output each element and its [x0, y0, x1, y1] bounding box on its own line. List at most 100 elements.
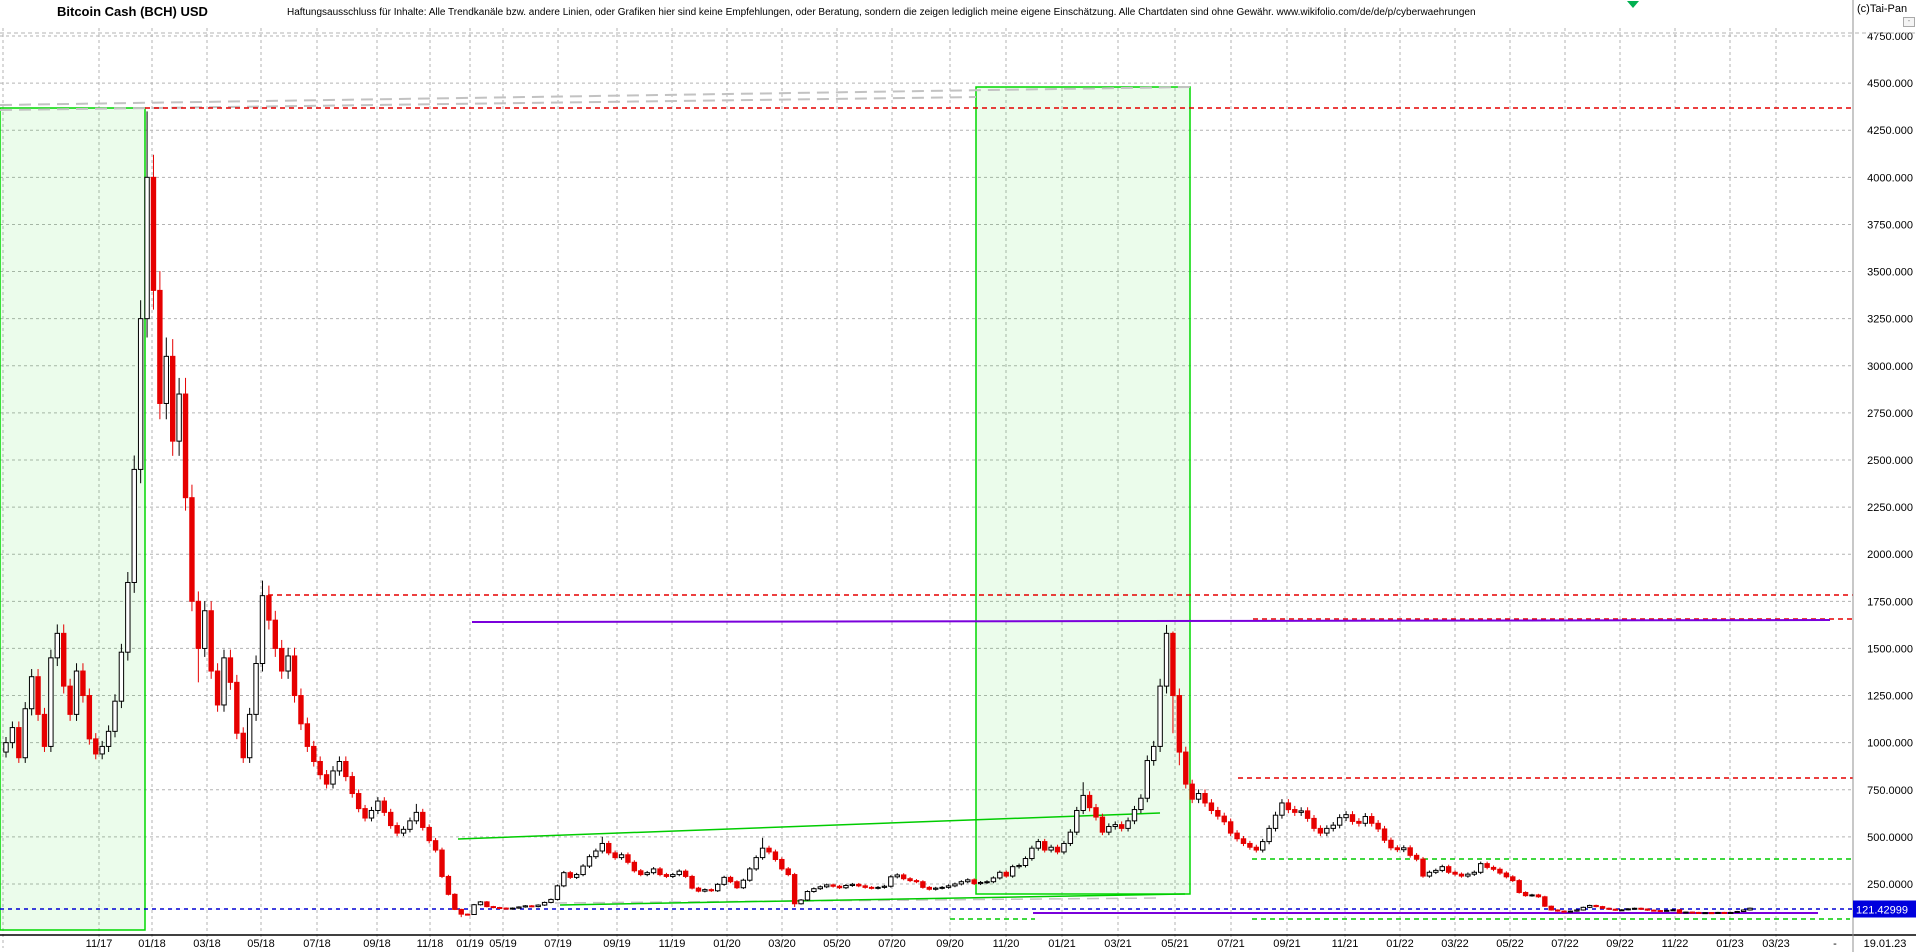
- candle-up: [1362, 816, 1369, 824]
- candle-down: [1503, 872, 1510, 878]
- candle-down: [349, 776, 355, 795]
- candle-up: [1663, 909, 1670, 912]
- candle-down: [182, 393, 189, 499]
- candle-down: [1445, 866, 1452, 873]
- candle-down: [189, 497, 195, 602]
- candle-down: [734, 881, 740, 889]
- price-axis-label: 1250.000: [1867, 691, 1913, 703]
- candle-up: [1426, 871, 1433, 877]
- candle-up: [1061, 842, 1067, 853]
- candle-up: [554, 885, 561, 900]
- candle-down: [1676, 909, 1683, 914]
- candle-down: [1612, 908, 1619, 911]
- candle-up: [958, 881, 965, 885]
- candle-up: [1631, 907, 1638, 910]
- candle-down: [227, 657, 234, 683]
- candle-down: [567, 872, 573, 878]
- candle-up: [965, 879, 971, 883]
- candle-down: [452, 893, 458, 910]
- candle-up: [1009, 866, 1016, 877]
- candle-down: [67, 685, 73, 715]
- purple-level-1645[interactable]: [471, 619, 1831, 623]
- green-trendline-rising-lower[interactable]: [559, 893, 1186, 906]
- candle-down: [394, 825, 400, 834]
- candle-up: [1022, 858, 1029, 867]
- candle-up: [477, 901, 484, 906]
- candle-down: [234, 681, 240, 734]
- candle-up: [400, 828, 407, 834]
- candle-up: [1112, 824, 1118, 828]
- candle-down: [1247, 842, 1253, 848]
- candle-up: [740, 879, 747, 889]
- candle-down: [1240, 838, 1247, 844]
- candle-up: [843, 884, 849, 889]
- candle-down: [1420, 858, 1426, 877]
- candle-down: [856, 883, 862, 887]
- candle-down: [1452, 871, 1458, 875]
- candle-up: [112, 700, 118, 732]
- time-axis-label: 01/21: [1048, 938, 1076, 950]
- candle-up: [1080, 794, 1086, 811]
- candle-up: [952, 883, 958, 887]
- candle-up: [644, 872, 650, 876]
- candle-down: [1708, 912, 1715, 915]
- candle-up: [1343, 814, 1349, 819]
- candle-up: [1740, 909, 1747, 912]
- candle-down: [80, 670, 86, 697]
- candle-up: [407, 820, 413, 830]
- candle-down: [1561, 910, 1567, 913]
- candle-up: [1067, 831, 1074, 844]
- candle-down: [1003, 871, 1009, 877]
- candle-up: [28, 676, 35, 710]
- candle-up: [535, 904, 541, 908]
- candle-down: [1042, 841, 1048, 851]
- candle-down: [1349, 814, 1356, 822]
- candle-down: [1497, 868, 1503, 874]
- candle-up: [1138, 797, 1144, 811]
- current-price-tag: [1853, 900, 1916, 918]
- highlight-zone-2021-rally[interactable]: [975, 86, 1191, 895]
- price-axis-label: 4500.000: [1867, 78, 1913, 90]
- candle-down: [1484, 863, 1490, 868]
- time-axis-label: 09/18: [363, 938, 391, 950]
- candle-down: [631, 861, 638, 872]
- price-axis-label: 1000.000: [1867, 738, 1913, 750]
- time-axis-label: 11/18: [417, 938, 444, 950]
- candle-down: [214, 670, 221, 706]
- candle-down: [1086, 794, 1093, 809]
- candle-down: [1644, 908, 1651, 911]
- candle-up: [933, 887, 939, 890]
- candle-down: [1356, 820, 1362, 824]
- taipan-credit: (c)Tai-Pan: [1857, 3, 1908, 15]
- candle-down: [1176, 695, 1183, 753]
- time-axis-label: 05/21: [1161, 938, 1189, 950]
- candle-up: [573, 874, 580, 878]
- candle-down: [606, 842, 612, 854]
- candle-down: [1606, 907, 1612, 910]
- grey-trendline-lower[interactable]: [0, 96, 977, 111]
- page-title: Bitcoin Cash (BCH) USD: [57, 4, 208, 19]
- candle-up: [804, 891, 811, 901]
- green-trendline-rising-upper[interactable]: [457, 812, 1161, 840]
- grey-trendline-upper[interactable]: [0, 86, 1191, 106]
- time-axis-label: 11/19: [659, 938, 686, 950]
- candle-down: [150, 176, 157, 291]
- candle-down: [638, 870, 644, 876]
- time-axis-label: 11/17: [86, 938, 113, 950]
- candle-down: [1413, 854, 1420, 860]
- candle-down: [1689, 911, 1696, 914]
- highlight-zone-2017-spike[interactable]: [0, 107, 146, 931]
- candle-down: [971, 879, 977, 885]
- collapse-icon[interactable]: -: [1903, 17, 1915, 27]
- candle-down: [1227, 821, 1234, 834]
- candle-down: [1304, 810, 1311, 819]
- grey-trendline-bottom[interactable]: [554, 897, 1161, 904]
- candle-up: [1298, 810, 1304, 813]
- time-axis-label: 09/22: [1606, 938, 1634, 950]
- candle-down: [1548, 905, 1554, 911]
- candle-down: [612, 852, 618, 859]
- marker-triangle-icon[interactable]: [1627, 1, 1639, 8]
- candle-up: [99, 745, 105, 755]
- candle-up: [561, 872, 567, 887]
